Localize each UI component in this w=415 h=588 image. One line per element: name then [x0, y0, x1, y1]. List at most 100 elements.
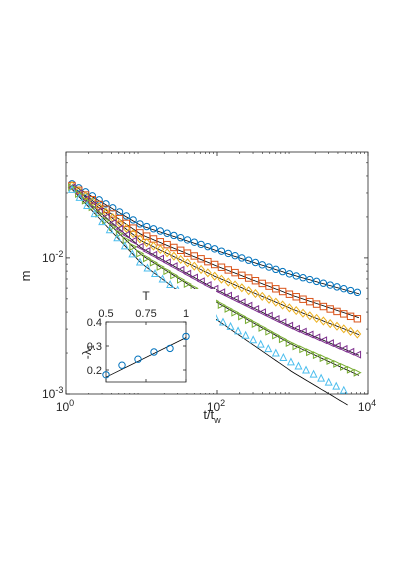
- data-point: [234, 326, 243, 335]
- data-point: [285, 321, 294, 330]
- data-point: [176, 234, 185, 242]
- y-tick-label: 10-2: [42, 249, 63, 265]
- data-point: [333, 283, 341, 291]
- data-point: [122, 219, 131, 228]
- data-point: [278, 267, 287, 276]
- data-point: [230, 294, 239, 303]
- data-point: [197, 264, 205, 275]
- data-point: [257, 308, 266, 317]
- data-point: [122, 236, 131, 245]
- data-point: [299, 345, 308, 354]
- data-point: [264, 344, 273, 353]
- data-point: [317, 373, 326, 382]
- data-point: [95, 202, 104, 212]
- data-point: [183, 279, 192, 288]
- data-point: [272, 331, 281, 340]
- data-point: [265, 327, 274, 336]
- data-point: [128, 236, 137, 245]
- data-point: [306, 348, 315, 357]
- data-point: [162, 258, 171, 267]
- data-point: [299, 274, 307, 282]
- data-point: [278, 335, 287, 344]
- data-point: [105, 225, 114, 234]
- data-point: [302, 365, 311, 374]
- data-point: [183, 236, 192, 244]
- data-point: [231, 280, 239, 290]
- data-point: [203, 281, 212, 290]
- data-point: [278, 300, 287, 310]
- data-point: [353, 288, 362, 297]
- data-point: [340, 362, 349, 371]
- data-point: [156, 227, 165, 235]
- data-point: [249, 335, 258, 344]
- data-point: [258, 291, 267, 301]
- inset-x-ticks: 0.5 0.75 1: [98, 308, 189, 382]
- data-point: [176, 254, 185, 265]
- data-point: [226, 321, 235, 330]
- data-point: [286, 357, 295, 366]
- data-point: [143, 222, 151, 231]
- data-point: [218, 317, 227, 326]
- main-x-ticks: 100 102 104: [56, 152, 376, 414]
- data-point: [83, 200, 92, 209]
- data-point: [149, 225, 158, 233]
- data-point: [325, 339, 334, 348]
- data-point: [163, 267, 172, 276]
- inset-y-tick-label: 0.2: [87, 365, 102, 377]
- main-markers: [67, 180, 362, 394]
- main-x-axis-label: t/tw: [203, 407, 221, 425]
- data-point: [251, 288, 260, 299]
- data-point: [136, 220, 144, 228]
- data-point: [312, 313, 321, 323]
- data-point: [339, 344, 348, 353]
- data-point: [98, 217, 107, 226]
- inset-data-point: [166, 344, 174, 353]
- data-point: [340, 284, 348, 293]
- main-y-ticks: 10-3 10-2: [42, 162, 368, 401]
- data-point: [258, 261, 266, 269]
- data-point: [176, 265, 185, 274]
- inset-data-point: [182, 332, 190, 341]
- data-point: [319, 279, 328, 287]
- data-point: [163, 248, 171, 258]
- data-point: [292, 342, 301, 351]
- inset-x-tick-label: 1: [183, 308, 189, 320]
- data-point: [251, 320, 260, 329]
- data-point: [312, 333, 321, 342]
- data-point: [346, 365, 355, 374]
- data-point: [292, 306, 301, 316]
- data-point: [151, 268, 160, 277]
- data-point: [136, 249, 145, 258]
- data-point: [128, 249, 137, 258]
- data-point: [88, 201, 97, 210]
- data-point: [115, 229, 124, 238]
- data-point: [158, 274, 167, 283]
- data-point: [149, 250, 158, 259]
- data-point: [176, 275, 186, 284]
- data-point: [312, 351, 321, 360]
- data-point: [346, 286, 355, 295]
- data-point: [294, 361, 303, 370]
- data-point: [238, 312, 247, 321]
- data-point: [122, 230, 131, 239]
- data-point: [170, 251, 178, 261]
- data-point: [156, 244, 165, 255]
- data-point: [326, 281, 334, 289]
- data-point: [244, 301, 253, 310]
- inset-data-point: [150, 348, 158, 356]
- data-point: [196, 277, 205, 286]
- data-point: [155, 254, 165, 263]
- data-point: [169, 262, 178, 271]
- data-point: [305, 311, 314, 321]
- data-point: [122, 223, 131, 233]
- data-point: [326, 356, 335, 365]
- data-point: [332, 341, 341, 351]
- data-point: [237, 298, 246, 307]
- inset-y-tick-label: 0.3: [87, 341, 102, 353]
- inset-plot-frame: [105, 321, 187, 383]
- data-point: [183, 258, 192, 268]
- inset-y-axis-label: -λ1: [80, 344, 96, 359]
- data-point: [166, 279, 175, 288]
- inset-fit-line-segment: [105, 337, 187, 378]
- data-point: [81, 191, 90, 201]
